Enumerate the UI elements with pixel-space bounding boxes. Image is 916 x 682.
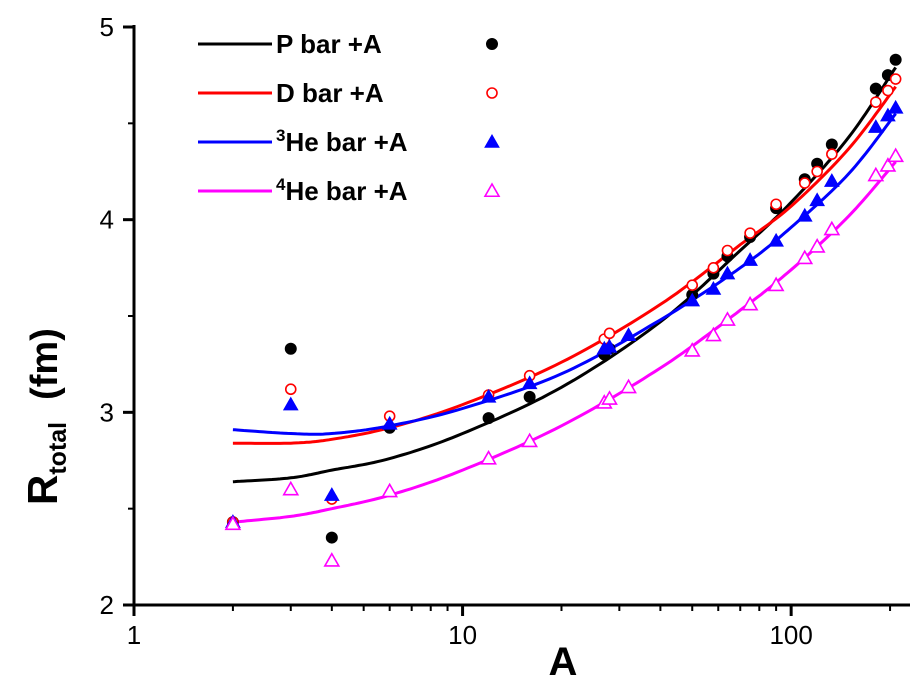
data-point <box>381 415 398 430</box>
axis-titles: A Rtotal (fm) <box>19 328 577 682</box>
data-point <box>823 220 841 236</box>
data-point <box>823 173 840 187</box>
data-point <box>721 244 734 257</box>
data-point <box>482 412 495 425</box>
data-point <box>683 342 701 357</box>
legend-marker <box>486 38 498 50</box>
legend-label-text: He bar +A <box>285 176 407 206</box>
y-axis-title-subscript: total <box>44 422 72 475</box>
data-point <box>325 531 338 544</box>
data-point <box>882 84 894 97</box>
data-point <box>282 480 300 496</box>
data-point <box>889 73 902 85</box>
data-points <box>224 53 905 567</box>
data-point <box>282 396 299 411</box>
legend-label-text: He bar +A <box>285 127 407 157</box>
y-tick-label: 3 <box>100 397 114 427</box>
legend-label: P bar +A <box>276 29 382 59</box>
data-point <box>768 232 784 247</box>
x-tick-label: 10 <box>448 620 477 650</box>
data-point <box>684 292 701 307</box>
data-point <box>826 148 838 160</box>
y-axis-title: Rtotal (fm) <box>19 328 72 505</box>
y-axis-title-unit: (fm) <box>24 328 66 400</box>
data-point <box>742 252 758 266</box>
y-tick-label: 4 <box>100 205 114 235</box>
data-point <box>796 249 814 265</box>
data-point <box>887 147 905 163</box>
ticks: 2 3 4 5 1 10 100 <box>100 12 892 650</box>
data-point <box>284 383 297 396</box>
data-point <box>869 82 882 95</box>
data-point <box>521 432 539 448</box>
legend-marker <box>486 87 498 99</box>
y-tick-label: 5 <box>100 12 114 42</box>
data-point <box>770 198 782 211</box>
x-tick-label: 100 <box>769 620 812 650</box>
data-point <box>867 166 885 182</box>
data-point <box>870 96 882 108</box>
data-point <box>808 238 826 253</box>
fit-curve-3 <box>232 160 897 524</box>
legend-marker <box>484 133 500 148</box>
data-point <box>323 487 340 501</box>
legend-item: D bar +A <box>198 78 498 108</box>
legend-label: 3He bar +A <box>276 126 408 157</box>
legend-label: D bar +A <box>276 78 384 108</box>
data-point <box>744 227 756 239</box>
data-point <box>480 388 497 403</box>
data-point <box>620 378 637 394</box>
x-tick-label: 1 <box>127 620 141 650</box>
data-point <box>809 192 826 207</box>
y-tick-label: 2 <box>100 590 114 620</box>
series-points-3 <box>224 147 905 567</box>
data-point <box>603 327 616 340</box>
data-point <box>880 107 896 122</box>
legend-label: 4He bar +A <box>276 175 408 206</box>
data-point <box>601 390 618 405</box>
data-point <box>620 327 637 342</box>
series-points-2 <box>225 99 904 528</box>
data-point <box>879 157 897 172</box>
data-point <box>705 281 722 295</box>
legend-marker <box>483 182 501 198</box>
data-point <box>811 165 823 178</box>
data-point <box>767 276 785 292</box>
data-point <box>224 515 242 531</box>
fit-curve-2 <box>232 112 897 436</box>
data-point <box>719 311 736 326</box>
y-axis-title-main: R <box>19 475 66 505</box>
data-point <box>323 552 341 567</box>
legend-item: 4He bar +A <box>198 175 501 206</box>
y-axis-title-text: Rtotal (fm) <box>19 328 72 505</box>
legend-label-superscript: 3 <box>276 126 285 145</box>
data-point <box>719 265 736 280</box>
data-point <box>284 342 297 355</box>
data-point <box>521 375 538 390</box>
data-point <box>889 53 902 66</box>
data-point <box>381 482 399 498</box>
data-point <box>480 449 497 465</box>
data-point <box>887 99 904 114</box>
data-point <box>601 338 618 353</box>
legend-item: 3He bar +A <box>198 126 500 157</box>
data-point <box>796 207 813 222</box>
data-point <box>705 326 722 342</box>
legend-label-superscript: 4 <box>276 175 286 194</box>
data-point <box>686 279 699 291</box>
x-axis-title: A <box>549 640 578 682</box>
data-point <box>523 390 536 403</box>
data-point <box>741 295 759 311</box>
data-point <box>707 262 720 274</box>
fit-curve-1 <box>232 85 897 445</box>
axes <box>132 25 910 607</box>
fit-curves <box>232 66 897 524</box>
legend-item: P bar +A <box>198 29 498 59</box>
data-point <box>798 177 811 189</box>
data-point <box>867 119 884 133</box>
